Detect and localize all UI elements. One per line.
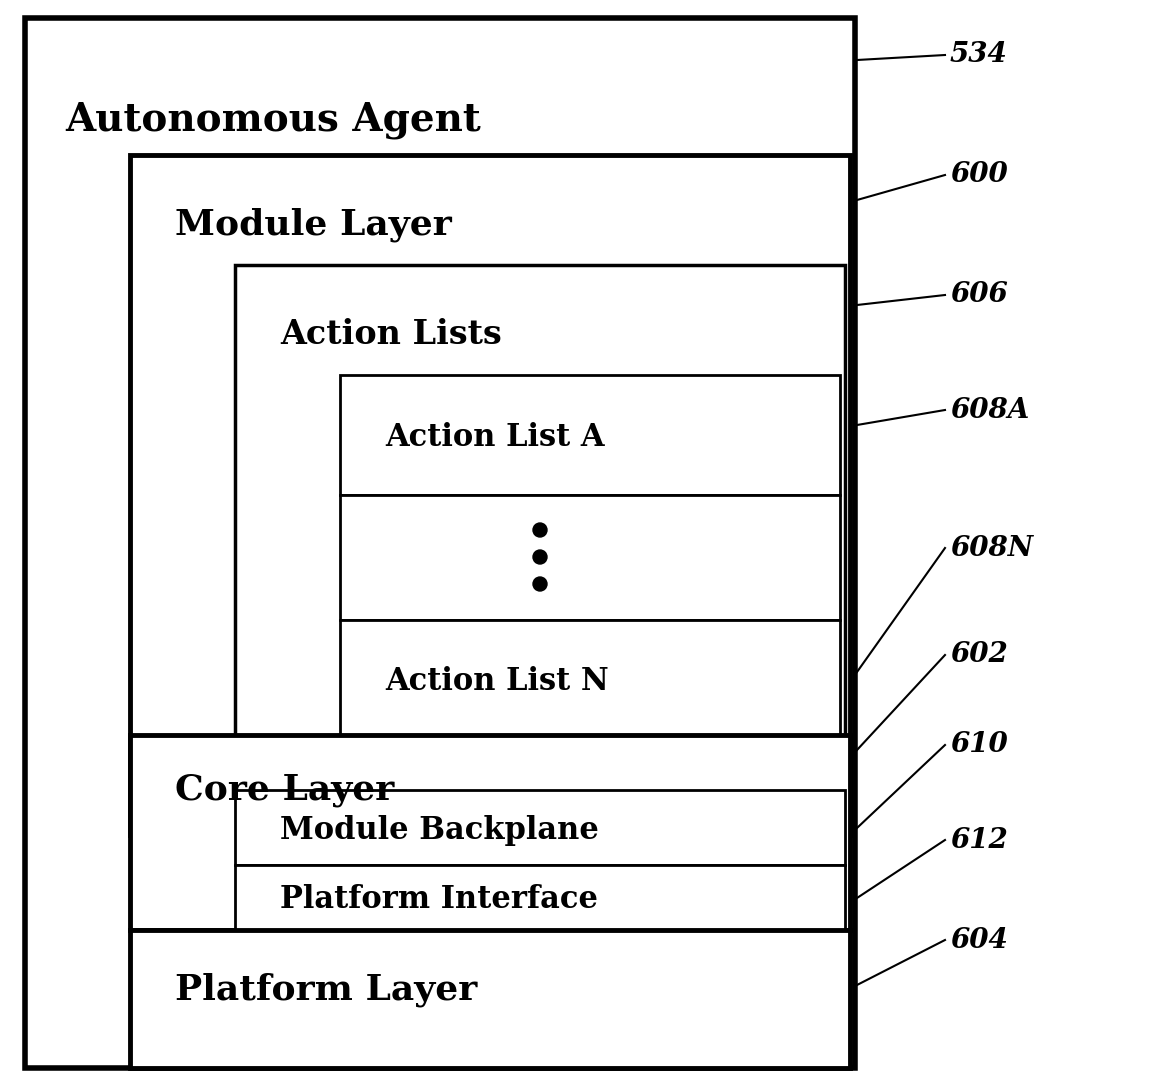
Circle shape xyxy=(533,550,547,564)
Bar xyxy=(235,265,845,745)
Bar xyxy=(340,375,840,495)
Text: Platform Interface: Platform Interface xyxy=(280,884,598,916)
Text: 612: 612 xyxy=(950,827,1008,854)
Circle shape xyxy=(533,577,547,591)
Text: Module Backplane: Module Backplane xyxy=(280,815,599,845)
Bar xyxy=(130,155,850,835)
Text: Autonomous Agent: Autonomous Agent xyxy=(65,101,481,139)
Text: 604: 604 xyxy=(950,927,1008,954)
Bar xyxy=(235,790,845,865)
Text: 608A: 608A xyxy=(950,396,1029,423)
Text: Platform Layer: Platform Layer xyxy=(175,973,477,1007)
Text: Action Lists: Action Lists xyxy=(280,319,502,352)
Text: Core Layer: Core Layer xyxy=(175,773,394,807)
Text: 602: 602 xyxy=(950,641,1008,668)
Text: Action List A: Action List A xyxy=(385,421,605,452)
Text: Module Layer: Module Layer xyxy=(175,207,452,242)
Bar xyxy=(130,930,850,1068)
Bar xyxy=(340,620,840,745)
Bar xyxy=(25,18,855,1068)
Text: 608N: 608N xyxy=(950,535,1033,562)
Text: 610: 610 xyxy=(950,731,1008,758)
Text: 600: 600 xyxy=(950,162,1008,189)
Bar xyxy=(340,495,840,620)
Text: 606: 606 xyxy=(950,281,1008,308)
Circle shape xyxy=(533,523,547,537)
Bar xyxy=(235,865,845,930)
Text: 534: 534 xyxy=(950,41,1008,68)
Bar xyxy=(130,735,850,930)
Text: Action List N: Action List N xyxy=(385,666,609,698)
